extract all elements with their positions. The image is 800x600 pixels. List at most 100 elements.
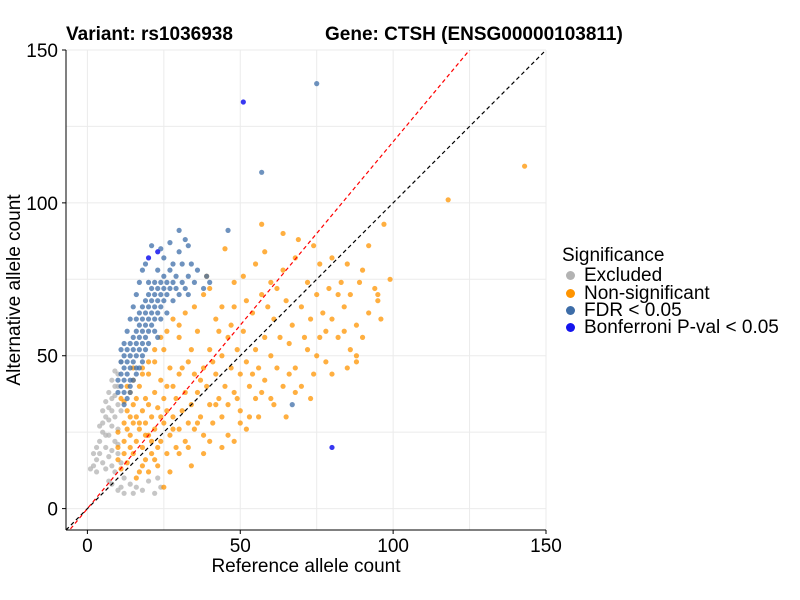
- point-excluded: [106, 417, 112, 423]
- point-non-significant: [274, 285, 280, 292]
- point-non-significant: [286, 371, 292, 377]
- point-bonferroni-p-val-0-05: [155, 249, 161, 255]
- x-tick-label: 50: [230, 536, 251, 557]
- point-excluded: [106, 454, 112, 460]
- point-fdr-0-05: [124, 328, 130, 334]
- point-non-significant: [256, 414, 262, 420]
- point-excluded: [118, 408, 124, 414]
- point-non-significant: [207, 285, 213, 292]
- point-non-significant: [149, 450, 155, 457]
- point-non-significant: [139, 444, 146, 451]
- point-non-significant: [323, 328, 329, 334]
- point-excluded: [127, 481, 133, 487]
- point-non-significant: [286, 340, 292, 347]
- point-non-significant: [124, 408, 130, 414]
- point-fdr-0-05: [115, 389, 121, 396]
- point-fdr-0-05: [167, 240, 173, 246]
- point-fdr-0-05: [185, 291, 191, 298]
- point-non-significant: [182, 310, 188, 316]
- point-fdr-0-05: [136, 334, 142, 340]
- point-non-significant: [311, 371, 317, 377]
- point-fdr-0-05: [133, 353, 139, 359]
- legend-label-bonferroni: Bonferroni P-val < 0.05: [584, 317, 779, 338]
- point-non-significant: [240, 273, 246, 279]
- point-non-significant: [237, 371, 243, 377]
- point-fdr-0-05: [179, 279, 185, 285]
- point-non-significant: [170, 426, 176, 432]
- point-fdr-0-05: [182, 285, 188, 292]
- point-excluded: [93, 469, 100, 475]
- point-non-significant: [521, 163, 528, 169]
- point-non-significant: [194, 389, 201, 396]
- point-non-significant: [231, 279, 237, 285]
- y-axis-label: Alternative allele count: [4, 194, 25, 386]
- point-non-significant: [145, 469, 152, 475]
- point-fdr-0-05: [121, 340, 127, 347]
- point-excluded: [97, 450, 103, 457]
- point-fdr-0-05: [173, 285, 179, 292]
- point-fdr-0-05: [204, 273, 210, 279]
- legend-title: Significance: [562, 245, 665, 266]
- point-fdr-0-05: [127, 316, 133, 322]
- point-non-significant: [265, 304, 271, 310]
- point-non-significant: [179, 365, 185, 371]
- point-non-significant: [219, 353, 225, 359]
- point-non-significant: [304, 279, 311, 285]
- point-excluded: [103, 432, 109, 438]
- point-non-significant: [259, 389, 265, 396]
- point-fdr-0-05: [207, 279, 213, 285]
- point-fdr-0-05: [259, 169, 265, 175]
- point-fdr-0-05: [142, 322, 149, 328]
- point-non-significant: [344, 261, 350, 267]
- point-non-significant: [124, 426, 130, 432]
- point-fdr-0-05: [130, 347, 136, 353]
- point-non-significant: [188, 463, 194, 469]
- point-non-significant: [307, 316, 314, 322]
- point-excluded: [109, 447, 115, 454]
- point-non-significant: [246, 414, 253, 420]
- point-fdr-0-05: [145, 279, 152, 285]
- point-non-significant: [237, 420, 243, 426]
- point-fdr-0-05: [155, 267, 161, 273]
- point-excluded: [115, 402, 121, 408]
- point-non-significant: [127, 444, 133, 451]
- point-fdr-0-05: [149, 285, 155, 292]
- point-non-significant: [152, 347, 158, 353]
- point-fdr-0-05: [130, 334, 136, 340]
- point-non-significant: [191, 426, 198, 432]
- point-non-significant: [197, 377, 204, 383]
- point-non-significant: [173, 444, 179, 451]
- point-non-significant: [133, 414, 139, 420]
- point-non-significant: [280, 230, 286, 237]
- point-non-significant: [200, 432, 207, 438]
- point-non-significant: [188, 347, 194, 353]
- point-non-significant: [356, 279, 363, 285]
- point-non-significant: [176, 334, 182, 340]
- point-non-significant: [185, 444, 191, 451]
- point-fdr-0-05: [164, 310, 170, 316]
- point-non-significant: [161, 347, 167, 353]
- point-fdr-0-05: [158, 291, 164, 298]
- point-non-significant: [164, 383, 170, 389]
- point-bonferroni-p-val-0-05: [329, 444, 335, 451]
- point-non-significant: [222, 246, 228, 252]
- point-non-significant: [347, 291, 353, 298]
- point-excluded: [155, 475, 161, 481]
- point-excluded: [109, 377, 115, 383]
- point-fdr-0-05: [118, 383, 124, 389]
- point-non-significant: [115, 429, 121, 435]
- point-non-significant: [262, 334, 268, 340]
- point-non-significant: [200, 450, 207, 457]
- point-fdr-0-05: [130, 359, 136, 365]
- point-non-significant: [326, 285, 332, 292]
- point-non-significant: [179, 408, 185, 414]
- point-non-significant: [176, 426, 182, 432]
- point-non-significant: [161, 420, 167, 426]
- point-non-significant: [268, 353, 274, 359]
- point-non-significant: [219, 444, 225, 451]
- point-fdr-0-05: [139, 304, 146, 310]
- point-non-significant: [145, 359, 152, 365]
- point-non-significant: [381, 221, 387, 227]
- point-non-significant: [243, 359, 249, 365]
- point-non-significant: [341, 328, 347, 334]
